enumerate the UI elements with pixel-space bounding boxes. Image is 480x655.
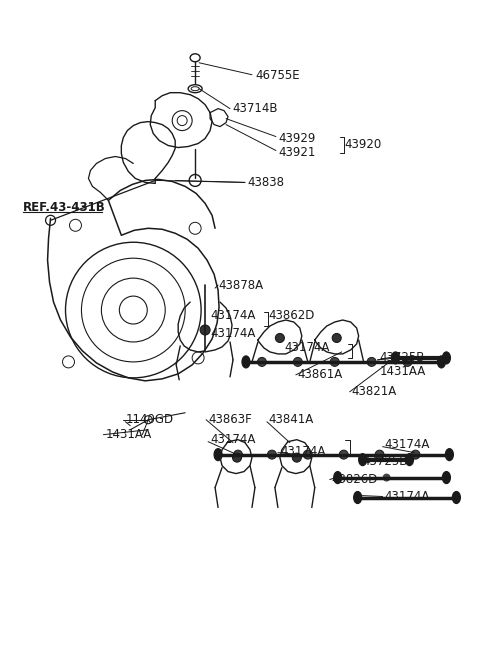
Ellipse shape [452, 491, 460, 504]
Circle shape [267, 450, 276, 459]
Circle shape [411, 450, 420, 459]
Circle shape [330, 358, 339, 366]
Text: 43174A: 43174A [210, 433, 255, 446]
Text: 43878A: 43878A [218, 278, 263, 291]
Text: 43929: 43929 [278, 132, 315, 145]
Ellipse shape [214, 449, 222, 460]
Circle shape [292, 453, 301, 462]
Ellipse shape [359, 454, 367, 466]
Text: 43174A: 43174A [384, 490, 430, 503]
Circle shape [367, 358, 376, 366]
Ellipse shape [354, 491, 361, 504]
Circle shape [339, 450, 348, 459]
Circle shape [403, 358, 412, 366]
Text: 1140GD: 1140GD [125, 413, 173, 426]
Text: 43861A: 43861A [298, 368, 343, 381]
Ellipse shape [445, 449, 454, 460]
Text: REF.43-431B: REF.43-431B [23, 201, 106, 214]
Circle shape [293, 358, 302, 366]
Circle shape [232, 453, 241, 462]
Text: 43838: 43838 [247, 176, 284, 189]
Ellipse shape [406, 454, 413, 466]
Text: 43174A: 43174A [210, 328, 255, 341]
Circle shape [233, 450, 242, 459]
Text: 43826D: 43826D [332, 473, 378, 486]
Text: 43920: 43920 [345, 138, 382, 151]
Circle shape [383, 474, 391, 481]
Ellipse shape [443, 352, 450, 364]
Text: 43862D: 43862D [268, 309, 314, 322]
Ellipse shape [392, 352, 399, 364]
Ellipse shape [437, 356, 445, 368]
Text: 43174A: 43174A [285, 341, 330, 354]
Ellipse shape [334, 472, 342, 483]
Text: 43921: 43921 [278, 146, 315, 159]
Circle shape [303, 450, 312, 459]
Text: 1431AA: 1431AA [106, 428, 152, 441]
Circle shape [332, 333, 341, 343]
Circle shape [257, 358, 266, 366]
Text: 43714B: 43714B [232, 102, 277, 115]
Circle shape [200, 325, 210, 335]
Circle shape [375, 450, 384, 459]
Text: 43725B: 43725B [380, 352, 425, 364]
Circle shape [276, 333, 284, 343]
Text: 43821A: 43821A [352, 385, 397, 398]
Text: 43863F: 43863F [208, 413, 252, 426]
Text: 43174A: 43174A [384, 438, 430, 451]
Text: 43174A: 43174A [210, 309, 255, 322]
Text: 43174A: 43174A [280, 445, 325, 458]
Text: 46755E: 46755E [255, 69, 300, 83]
Text: 1431AA: 1431AA [380, 365, 426, 379]
Ellipse shape [443, 472, 450, 483]
Text: 43725B: 43725B [363, 455, 408, 468]
Text: 43841A: 43841A [268, 413, 313, 426]
Ellipse shape [242, 356, 250, 368]
